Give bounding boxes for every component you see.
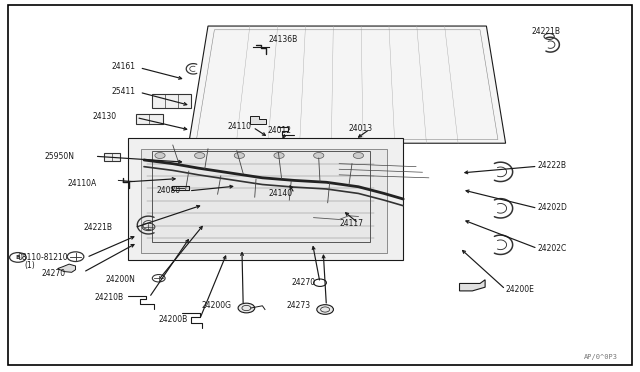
Polygon shape	[250, 116, 266, 124]
Bar	[104, 153, 120, 161]
Polygon shape	[189, 26, 506, 143]
Circle shape	[238, 303, 255, 313]
Text: 24013: 24013	[349, 124, 373, 133]
Text: 24110A: 24110A	[67, 179, 97, 187]
Circle shape	[314, 153, 324, 158]
Text: 24221B: 24221B	[531, 27, 560, 36]
Text: 25411: 25411	[112, 87, 136, 96]
Circle shape	[353, 153, 364, 158]
Text: AP/0^0P3: AP/0^0P3	[584, 354, 618, 360]
Text: 24140: 24140	[269, 189, 293, 198]
Text: 24222B: 24222B	[538, 161, 566, 170]
Text: 24273: 24273	[287, 301, 311, 310]
Text: 24117: 24117	[339, 219, 364, 228]
Polygon shape	[460, 280, 485, 291]
Text: 24200N: 24200N	[106, 275, 136, 284]
Circle shape	[234, 153, 244, 158]
Text: 24202C: 24202C	[538, 244, 567, 253]
Text: 24221B: 24221B	[83, 223, 112, 232]
Circle shape	[274, 153, 284, 158]
Text: 24200E: 24200E	[506, 285, 534, 294]
Text: B: B	[15, 255, 20, 260]
Text: 08110-81210: 08110-81210	[18, 253, 68, 262]
Bar	[152, 151, 370, 242]
Bar	[141, 149, 387, 253]
Text: 24210B: 24210B	[95, 293, 124, 302]
Text: 24130: 24130	[93, 112, 117, 121]
Text: 24270: 24270	[42, 269, 66, 278]
Text: 24136B: 24136B	[269, 35, 298, 44]
Text: 24270: 24270	[291, 278, 316, 287]
Text: 24200B: 24200B	[159, 315, 188, 324]
Text: (1): (1)	[24, 262, 35, 270]
Circle shape	[317, 305, 333, 314]
Bar	[136, 114, 163, 124]
Text: 25950N: 25950N	[45, 152, 75, 161]
Bar	[128, 138, 403, 260]
Circle shape	[155, 153, 165, 158]
Text: 24200G: 24200G	[202, 301, 232, 310]
Circle shape	[195, 153, 205, 158]
Text: 24080: 24080	[157, 186, 181, 195]
Polygon shape	[58, 264, 76, 272]
Text: 24012: 24012	[268, 126, 292, 135]
Text: 24110: 24110	[227, 122, 251, 131]
Text: 24202D: 24202D	[538, 203, 568, 212]
Bar	[152, 94, 191, 108]
Text: 24161: 24161	[112, 62, 136, 71]
